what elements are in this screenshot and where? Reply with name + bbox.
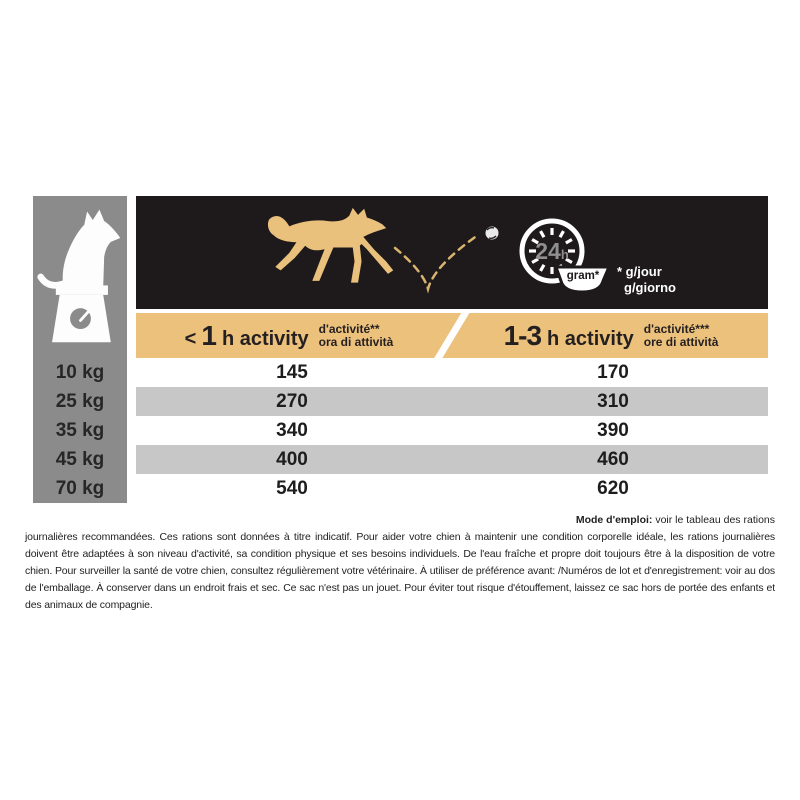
usage-instructions: Mode d'emploi: voir le tableau des ratio…	[25, 512, 775, 614]
instructions-body: journalières recommandées. Ces rations s…	[25, 531, 775, 611]
weight-label: 70 kg	[55, 478, 105, 499]
weight-label: 45 kg	[55, 449, 105, 470]
ration-high: 310	[597, 391, 629, 412]
activity-range: < 1 h activity	[184, 319, 309, 351]
unit-per-day-fr: * g/jour	[617, 264, 662, 279]
running-dog-icon	[267, 207, 394, 283]
table-row: 400 460	[136, 445, 768, 474]
column-header-high-activity: 1-3 h activity d'activité*** ore di atti…	[454, 313, 768, 358]
table-row: 540 620	[136, 474, 768, 503]
banner-art: 24h gram*	[267, 207, 612, 294]
table-row: 270 310	[136, 387, 768, 416]
dog-on-scale-icon	[37, 209, 121, 343]
ration-table: 145 170 270 310 340 390 400 460 540 620	[136, 358, 768, 503]
scale-needle	[79, 310, 90, 322]
ration-high: 390	[597, 420, 629, 441]
scale-platform	[55, 285, 108, 295]
bowl-label: gram*	[567, 270, 600, 282]
sitting-dog-silhouette	[62, 209, 121, 288]
instructions-lead-line: Mode d'emploi: voir le tableau des ratio…	[575, 514, 775, 526]
unit-legend: * g/jour g/giorno	[617, 264, 676, 296]
table-row: 340 390	[136, 416, 768, 445]
ration-low: 270	[276, 391, 308, 412]
activity-range: 1-3 h activity	[503, 319, 634, 351]
ration-low: 400	[276, 449, 308, 470]
table-row: 145 170	[136, 358, 768, 387]
ration-low: 340	[276, 420, 308, 441]
ration-high: 170	[597, 362, 629, 383]
clock-24h-label: 24h	[535, 238, 569, 264]
activity-subtitle: d'activité** ora di attività	[318, 321, 394, 349]
bounce-trajectory	[393, 233, 480, 294]
weight-label: 25 kg	[55, 391, 105, 412]
mode-emploi-label: Mode d'emploi:	[575, 514, 653, 526]
activity-banner: 24h gram* * g/jour g/giorno	[136, 196, 768, 309]
unit-per-day-it: g/giorno	[624, 280, 676, 295]
column-header-low-activity: < 1 h activity d'activité** ora di attiv…	[136, 313, 442, 358]
bowl-icon: gram*	[553, 265, 612, 294]
ball-icon	[485, 226, 499, 240]
dog-tail	[37, 273, 68, 289]
weight-column: 10 kg 25 kg 35 kg 45 kg 70 kg	[33, 196, 127, 503]
clock-24h-icon: 24h	[519, 218, 585, 284]
weight-label: 10 kg	[55, 362, 105, 383]
less-than-sign: <	[184, 327, 197, 350]
weight-label: 35 kg	[55, 420, 105, 441]
ration-high: 460	[597, 449, 629, 470]
ration-low: 145	[276, 362, 308, 383]
ration-high: 620	[597, 478, 629, 499]
table-header-band: < 1 h activity d'activité** ora di attiv…	[136, 313, 768, 358]
activity-subtitle: d'activité*** ore di attività	[643, 321, 719, 349]
ration-low: 540	[276, 478, 308, 499]
